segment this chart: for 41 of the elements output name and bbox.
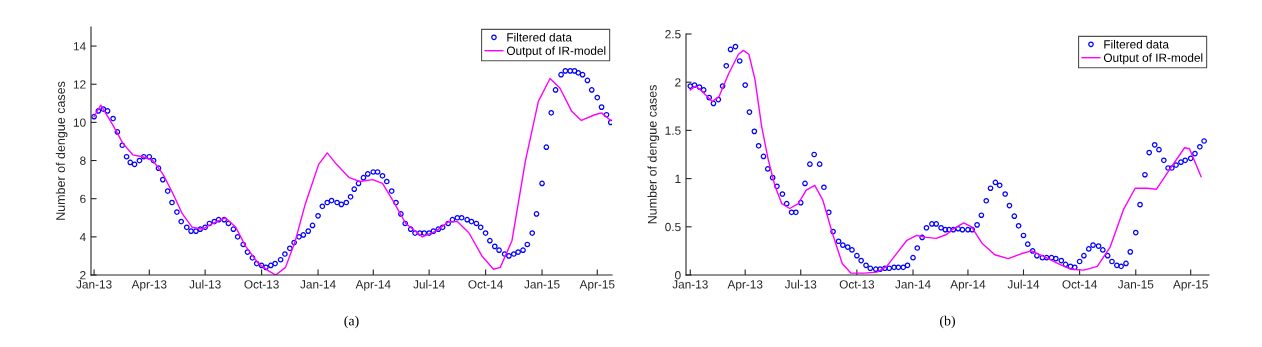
y-tick-label: 2 <box>675 78 681 87</box>
x-tick-label: Jul-14 <box>1007 279 1040 289</box>
y-tick-label: 2 <box>80 271 86 280</box>
y-axis-title: Number of dengue cases <box>647 85 660 224</box>
x-tick-label: Jul-13 <box>784 279 817 289</box>
y-tick-label: 4 <box>79 233 86 242</box>
text: (b) <box>940 315 955 329</box>
x-tick-label: Jan-13 <box>672 280 708 289</box>
y-tick-label: 0.5 <box>665 222 681 232</box>
x-tick-label: Apr-14 <box>950 280 986 291</box>
x-tick-label: Jan-13 <box>76 280 112 289</box>
y-tick-label: 14 <box>73 42 86 51</box>
x-tick-label: Oct-14 <box>468 280 503 289</box>
x-tick-label: Jan-14 <box>895 280 931 289</box>
x-tick-label: Oct-13 <box>244 280 279 289</box>
y-tick-label: 1.5 <box>665 126 681 135</box>
x-tick-label: Apr-15 <box>579 280 615 291</box>
x-tick-label: Jul-14 <box>413 279 445 289</box>
y-tick-label: 8 <box>80 156 86 165</box>
x-tick-label: Apr-13 <box>727 280 763 291</box>
x-tick-label: Jul-13 <box>189 279 221 289</box>
y-tick-label: 0 <box>675 271 681 280</box>
y-tick-label: 2.5 <box>665 30 681 39</box>
x-tick-label: Apr-14 <box>355 280 391 291</box>
x-tick-label: Oct-13 <box>839 280 875 289</box>
y-axis-title: Number of dengue cases <box>55 81 68 220</box>
x-tick-label: Jan-15 <box>524 280 560 289</box>
y-tick-label: 6 <box>80 194 86 204</box>
y-tick-label: 10 <box>73 118 86 127</box>
x-tick-label: Jan-15 <box>1117 280 1154 289</box>
y-tick-label: 12 <box>73 80 86 89</box>
legend-label: Filtered data <box>507 32 572 42</box>
legend-label: Output of IR-model <box>1103 53 1203 65</box>
x-tick-label: Apr-13 <box>131 280 167 291</box>
x-tick-label: Oct-14 <box>1062 280 1097 289</box>
x-tick-label: Jan-14 <box>300 280 336 289</box>
text: (a) <box>344 315 359 329</box>
legend-label: Filtered data <box>1104 39 1169 49</box>
x-tick-label: Apr-15 <box>1173 280 1208 291</box>
y-tick-label: 1 <box>675 174 681 183</box>
legend-label: Output of IR-model <box>506 46 606 58</box>
